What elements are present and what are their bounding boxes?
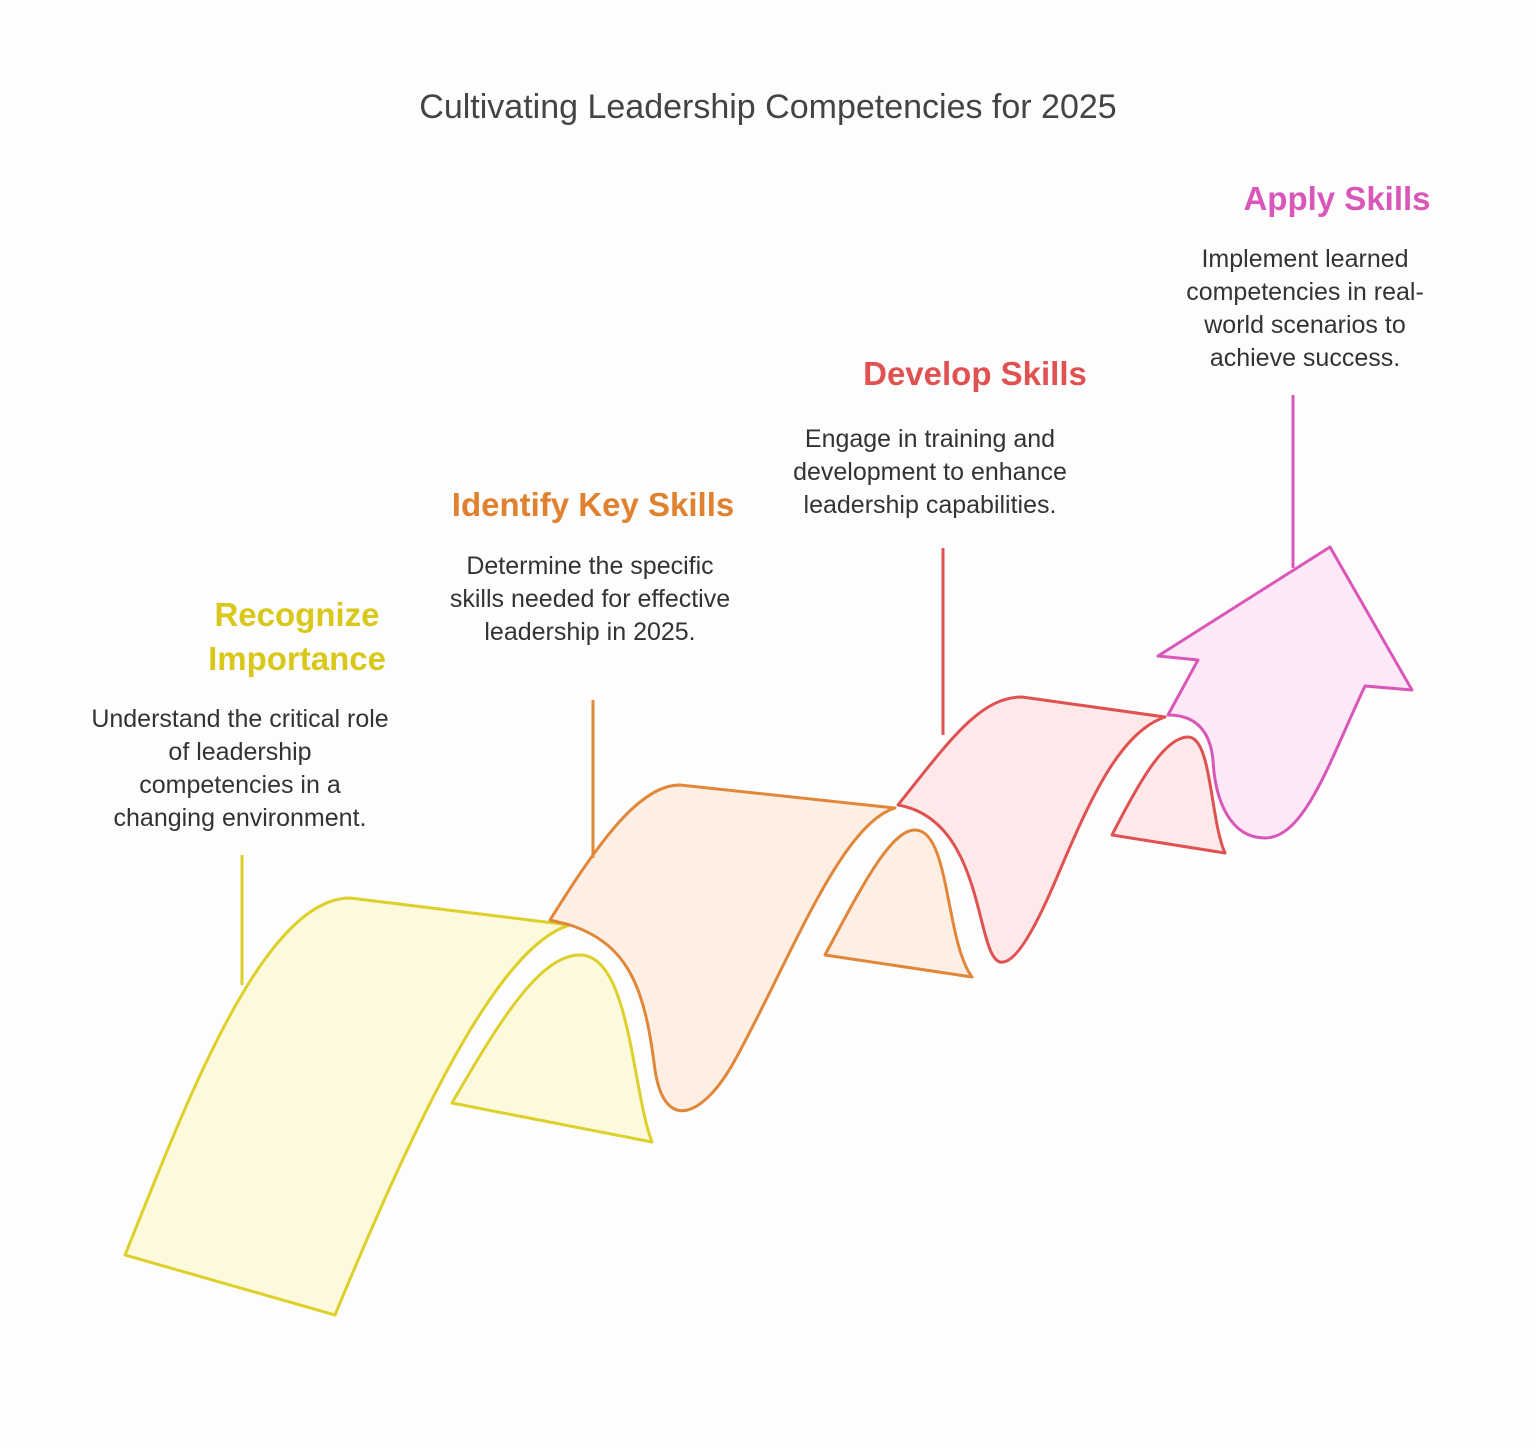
step-shape-4 xyxy=(1156,395,1414,840)
step-title: Apply Skills xyxy=(1243,180,1431,217)
step-description: Determine the specific skills needed for… xyxy=(449,552,731,646)
step-description: Implement learned competencies in real-w… xyxy=(1186,245,1424,372)
step-title: Identify Key Skills xyxy=(451,486,735,523)
step-shape-1 xyxy=(123,855,654,1317)
step-description: Understand the critical role of leadersh… xyxy=(91,705,389,832)
step-title: Recognize Importance xyxy=(208,596,386,677)
step-description: Engage in training and development to en… xyxy=(793,425,1067,519)
title: Cultivating Leadership Competencies for … xyxy=(419,88,1117,126)
step-title: Develop Skills xyxy=(863,355,1087,392)
step-shape-3 xyxy=(896,548,1227,964)
step-shape-2 xyxy=(548,700,974,1113)
